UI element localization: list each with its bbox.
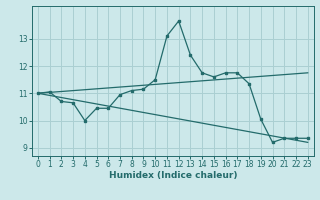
X-axis label: Humidex (Indice chaleur): Humidex (Indice chaleur)	[108, 171, 237, 180]
